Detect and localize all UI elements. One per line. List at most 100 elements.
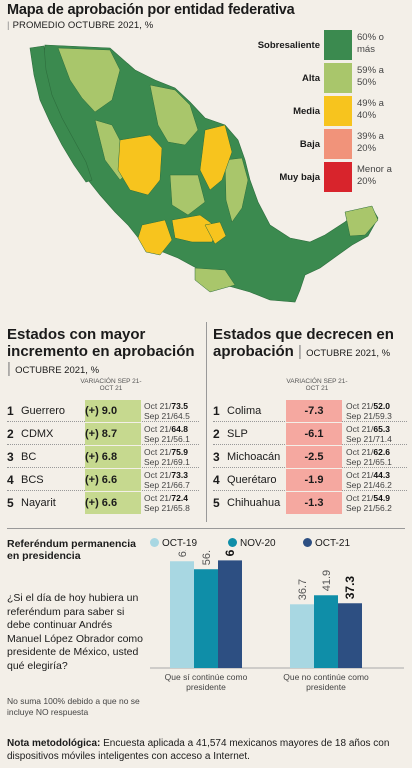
oct-label: Oct 21/ — [144, 424, 172, 434]
legend-oct21: OCT-21 — [303, 538, 350, 549]
row-state: Querétaro — [227, 474, 277, 486]
legend-range: 60% o más — [357, 32, 384, 55]
oct-value: 73.3 — [171, 470, 188, 480]
oct-value: 62.6 — [373, 447, 390, 457]
increase-row: 1 Guerrero (+) 9.0 Oct 21/73.5 Sep 21/64.… — [7, 400, 199, 422]
row-state: SLP — [227, 428, 248, 440]
legend-range: 59% a 50% — [357, 65, 384, 88]
row-state: Nayarit — [21, 497, 56, 509]
row-rank: 2 — [213, 427, 220, 441]
row-comparison: Oct 21/64.8 Sep 21/56.1 — [144, 424, 190, 444]
title-separator: | — [298, 343, 307, 360]
legend-dot — [150, 538, 159, 547]
bar-oct-21 — [218, 560, 242, 668]
row-state: Colima — [227, 405, 262, 417]
decrease-row: 3 Michoacán -2.5 Oct 21/62.6 Sep 21/65.1 — [213, 446, 407, 468]
row-variation: -1.3 — [286, 492, 342, 514]
row-state: BCS — [21, 474, 44, 486]
legend-label: Muy baja — [279, 172, 320, 183]
sep-value: Sep 21/59.3 — [346, 411, 392, 421]
bar-oct-21 — [338, 603, 362, 668]
page-title: Mapa de aprobación por entidad federativ… — [7, 2, 295, 18]
methodology-note: Nota metodológica: Encuesta aplicada a 4… — [7, 737, 407, 763]
legend-label: Sobresaliente — [257, 40, 320, 51]
row-rank: 1 — [213, 404, 220, 418]
legend-oct19: OCT-19 — [150, 538, 197, 549]
increase-row: 2 CDMX (+) 8.7 Oct 21/64.8 Sep 21/56.1 — [7, 423, 199, 445]
row-rank: 2 — [7, 427, 14, 441]
legend-swatch — [324, 96, 352, 126]
row-comparison: Oct 21/52.0 Sep 21/59.3 — [346, 401, 392, 421]
legend-label: OCT-21 — [315, 538, 351, 549]
row-comparison: Oct 21/73.5 Sep 21/64.5 — [144, 401, 190, 421]
row-state: Michoacán — [227, 451, 281, 463]
row-comparison: Oct 21/65.3 Sep 21/71.4 — [346, 424, 392, 444]
legend-swatch — [324, 162, 352, 192]
legend-item-alta: Alta 59% a 50% — [232, 63, 392, 96]
mexico-approval-map — [29, 44, 379, 303]
increase-row: 3 BC (+) 6.8 Oct 21/75.9 Sep 21/69.1 — [7, 446, 199, 468]
slp-state — [169, 174, 206, 216]
oct-value: 73.5 — [171, 401, 188, 411]
title-separator: | — [7, 360, 16, 377]
row-comparison: Oct 21/73.3 Sep 21/66.7 — [144, 470, 190, 490]
row-comparison: Oct 21/75.9 Sep 21/69.1 — [144, 447, 190, 467]
row-rank: 1 — [7, 404, 14, 418]
legend-dot — [303, 538, 312, 547]
legend-item-sobresaliente: Sobresaliente 60% o más — [232, 30, 392, 63]
bar-value-label: 41.9 — [321, 570, 333, 591]
sep-value: Sep 21/56.2 — [346, 503, 392, 513]
oct-label: Oct 21/ — [144, 470, 172, 480]
category-label: Que no continúe como — [283, 672, 369, 682]
bar-value-label: 56.9 — [201, 550, 213, 565]
decrease-title: Estados que decrecen en aprobación | OCT… — [213, 326, 408, 362]
oct-value: 75.9 — [171, 447, 188, 457]
sonora-state — [57, 47, 121, 113]
increase-variation-header: VARIACIÓN SEP 21-OCT 21 — [80, 378, 142, 392]
legend-swatch — [324, 63, 352, 93]
legend-item-baja: Baja 39% a 20% — [232, 129, 392, 162]
bar-nov-20 — [194, 569, 218, 668]
row-comparison: Oct 21/44.3 Sep 21/46.2 — [346, 470, 392, 490]
increase-row: 4 BCS (+) 6.6 Oct 21/73.3 Sep 21/66.7 — [7, 469, 199, 491]
oct-label: Oct 21/ — [144, 493, 172, 503]
legend-item-muy-baja: Muy baja Menor a 20% — [232, 162, 392, 195]
methodology-label: Nota metodológica: — [7, 738, 101, 749]
methodology-text: Encuesta aplicada a 41,574 mexicanos may… — [7, 738, 390, 762]
row-rank: 4 — [7, 473, 14, 487]
bar-value-label: 62.0 — [223, 550, 237, 556]
row-rank: 5 — [7, 496, 14, 510]
row-variation: -6.1 — [286, 423, 342, 445]
legend-label: OCT-19 — [162, 538, 198, 549]
baja-shape — [29, 45, 93, 183]
row-rank: 4 — [213, 473, 220, 487]
row-variation: (+) 9.0 — [85, 400, 141, 422]
horizontal-divider — [7, 528, 405, 529]
oct-label: Oct 21/ — [346, 401, 374, 411]
row-variation: (+) 8.7 — [85, 423, 141, 445]
sep-value: Sep 21/65.8 — [144, 503, 190, 513]
decrease-row: 5 Chihuahua -1.3 Oct 21/54.9 Sep 21/56.2 — [213, 492, 407, 514]
legend-dot — [228, 538, 237, 547]
row-comparison: Oct 21/72.4 Sep 21/65.8 — [144, 493, 190, 513]
increase-title: Estados con mayor incremento en aprobaci… — [7, 326, 202, 379]
oct-value: 64.8 — [171, 424, 188, 434]
sep-value: Sep 21/69.1 — [144, 457, 190, 467]
oct-value: 65.3 — [373, 424, 390, 434]
section-divider — [206, 322, 207, 522]
row-comparison: Oct 21/62.6 Sep 21/65.1 — [346, 447, 392, 467]
hidalgo-state — [204, 221, 227, 245]
referendum-bar-chart: 61.556.962.0Que sí continúe comopresiden… — [150, 550, 404, 692]
oct-label: Oct 21/ — [346, 493, 374, 503]
bar-nov-20 — [314, 595, 338, 668]
legend-label: Media — [293, 106, 320, 117]
oct-value: 52.0 — [373, 401, 390, 411]
row-state: Chihuahua — [227, 497, 281, 509]
row-variation: -1.9 — [286, 469, 342, 491]
legend-range: Menor a 20% — [357, 164, 392, 187]
map-legend: Sobresaliente 60% o más Alta 59% a 50% M… — [232, 30, 392, 195]
page-subtitle: PROMEDIO OCTUBRE 2021, % — [7, 20, 154, 31]
row-rank: 3 — [7, 450, 14, 464]
legend-range: 49% a 40% — [357, 98, 384, 121]
decrease-variation-header: VARIACIÓN SEP 21-OCT 21 — [286, 378, 348, 392]
